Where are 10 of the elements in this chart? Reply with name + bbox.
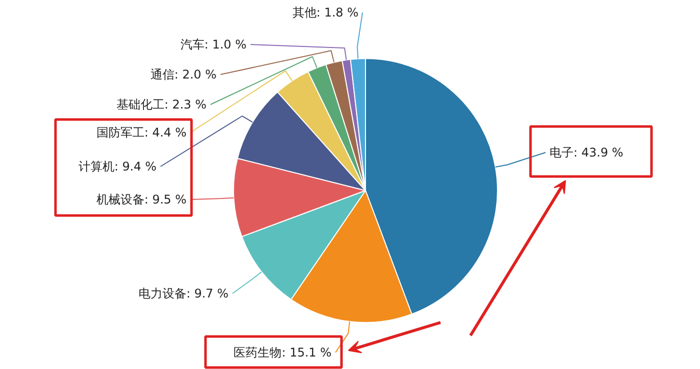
slice-label: 电子: 43.9 % [550, 146, 624, 160]
slice-label: 计算机: 9.4 % [78, 160, 157, 174]
slice-label: 电力设备: 9.7 % [138, 286, 229, 300]
slice-label: 基础化工: 2.3 % [116, 98, 207, 112]
slice-label: 医药生物: 15.1 % [234, 346, 332, 360]
slice-label: 通信: 2.0 % [150, 68, 217, 82]
slice-label: 国防军工: 4.4 % [96, 126, 187, 140]
slice-label: 其他: 1.8 % [292, 6, 359, 20]
slice-label: 机械设备: 9.5 % [96, 192, 187, 206]
slice-label: 汽车: 1.0 % [180, 38, 247, 52]
